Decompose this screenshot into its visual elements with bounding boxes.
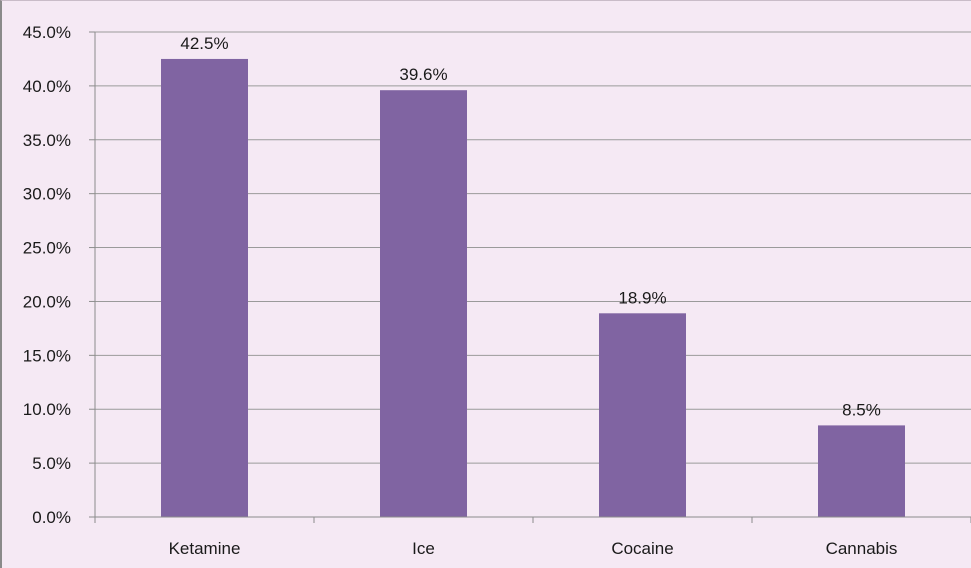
bar: [161, 58, 248, 517]
y-tick-label: 25.0%: [23, 239, 71, 258]
data-label: 8.5%: [842, 400, 881, 419]
data-label: 39.6%: [399, 65, 447, 84]
axes: [94, 32, 971, 523]
bar: [380, 90, 467, 517]
data-labels: 42.5% 39.6% 18.9% 8.5%: [180, 34, 880, 419]
y-tick-label: 35.0%: [23, 131, 71, 150]
bar: [818, 425, 905, 517]
bars: [161, 58, 905, 517]
y-tick-label: 20.0%: [23, 292, 71, 311]
x-axis-category-labels: Ketamine Ice Cocaine Cannabis: [169, 539, 898, 558]
data-label: 42.5%: [180, 34, 228, 53]
x-category-label: Ketamine: [169, 539, 241, 558]
y-tick-label: 15.0%: [23, 346, 71, 365]
y-tick-label: 45.0%: [23, 23, 71, 42]
x-category-label: Cannabis: [826, 539, 898, 558]
y-tick-label: 40.0%: [23, 77, 71, 96]
bar: [599, 313, 686, 517]
y-axis-tick-labels: 0.0% 5.0% 10.0% 15.0% 20.0% 25.0% 30.0% 35.0% 40…: [23, 23, 71, 527]
x-category-label: Cocaine: [611, 539, 673, 558]
y-tick-label: 5.0%: [32, 454, 71, 473]
y-tick-label: 10.0%: [23, 400, 71, 419]
x-category-label: Ice: [412, 539, 435, 558]
y-tick-label: 30.0%: [23, 185, 71, 204]
y-tick-label: 0.0%: [32, 508, 71, 527]
data-label: 18.9%: [618, 288, 666, 307]
